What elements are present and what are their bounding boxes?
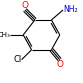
Text: CH₃: CH₃ [0,32,10,38]
Text: Cl: Cl [13,55,22,64]
Text: O: O [56,60,63,69]
Text: O: O [21,1,28,10]
Text: NH₂: NH₂ [63,5,78,14]
